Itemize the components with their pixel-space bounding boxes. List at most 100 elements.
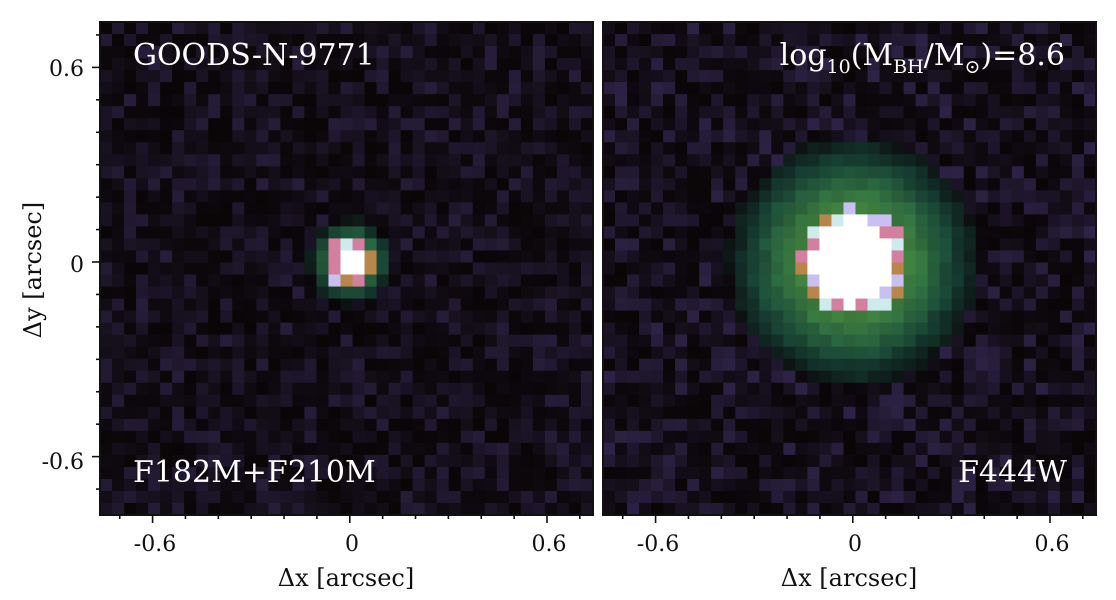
image-pixel xyxy=(280,322,293,336)
image-pixel xyxy=(304,358,317,372)
image-pixel xyxy=(208,502,221,516)
image-pixel xyxy=(472,466,486,480)
image-pixel xyxy=(1047,70,1061,83)
image-pixel xyxy=(723,406,736,420)
image-pixel xyxy=(424,418,438,432)
image-pixel xyxy=(615,322,628,336)
image-pixel xyxy=(556,190,570,203)
image-pixel xyxy=(627,298,640,311)
image-pixel xyxy=(1011,298,1025,311)
image-pixel xyxy=(723,262,736,275)
image-pixel xyxy=(412,346,426,360)
image-pixel xyxy=(496,310,510,324)
image-pixel xyxy=(160,226,173,239)
image-pixel xyxy=(280,334,293,348)
image-pixel xyxy=(304,178,317,191)
image-pixel xyxy=(615,358,628,372)
image-pixel xyxy=(1023,22,1037,35)
image-pixel xyxy=(508,34,522,47)
image-pixel xyxy=(795,58,808,71)
image-pixel xyxy=(867,22,880,35)
image-pixel xyxy=(603,358,616,372)
image-pixel xyxy=(639,238,652,251)
image-pixel xyxy=(1071,154,1085,167)
image-pixel xyxy=(819,226,832,239)
image-pixel xyxy=(927,466,941,480)
image-pixel xyxy=(783,346,796,360)
image-pixel xyxy=(1059,442,1073,456)
image-pixel xyxy=(364,250,377,263)
image-pixel xyxy=(927,370,941,384)
image-pixel xyxy=(208,238,221,251)
image-pixel xyxy=(915,118,929,131)
image-pixel xyxy=(651,466,664,480)
image-pixel xyxy=(843,502,856,516)
image-pixel xyxy=(1035,190,1049,203)
image-pixel xyxy=(448,430,462,444)
image-pixel xyxy=(160,130,173,143)
image-pixel xyxy=(711,106,724,119)
image-pixel xyxy=(795,334,808,348)
image-pixel xyxy=(376,478,389,492)
image-pixel xyxy=(544,382,558,396)
image-pixel xyxy=(328,310,341,324)
image-pixel xyxy=(400,382,414,396)
image-pixel xyxy=(484,106,498,119)
image-pixel xyxy=(184,298,197,311)
image-pixel xyxy=(124,466,137,480)
image-pixel xyxy=(699,358,712,372)
image-pixel xyxy=(220,274,233,287)
image-pixel xyxy=(831,226,844,239)
image-pixel xyxy=(891,490,905,504)
image-pixel xyxy=(232,310,245,324)
image-pixel xyxy=(1047,502,1061,516)
image-pixel xyxy=(987,94,1001,107)
image-pixel xyxy=(280,214,293,227)
image-pixel xyxy=(663,262,676,275)
image-pixel xyxy=(568,58,582,71)
image-pixel xyxy=(627,34,640,47)
image-pixel xyxy=(819,118,832,131)
image-pixel xyxy=(771,322,784,336)
image-pixel xyxy=(340,490,353,504)
image-pixel xyxy=(711,214,724,227)
image-pixel xyxy=(1035,94,1049,107)
image-pixel xyxy=(520,430,534,444)
image-pixel xyxy=(196,226,209,239)
image-pixel xyxy=(508,490,522,504)
image-pixel xyxy=(556,418,570,432)
image-pixel xyxy=(999,70,1013,83)
image-pixel xyxy=(771,346,784,360)
image-pixel xyxy=(100,394,113,408)
image-pixel xyxy=(1047,358,1061,372)
image-pixel xyxy=(855,418,868,432)
image-pixel xyxy=(915,262,929,275)
image-pixel xyxy=(304,394,317,408)
image-pixel xyxy=(412,298,426,311)
image-pixel xyxy=(484,70,498,83)
image-pixel xyxy=(124,118,137,131)
image-pixel xyxy=(819,154,832,167)
image-pixel xyxy=(364,370,377,384)
image-pixel xyxy=(747,286,760,299)
image-pixel xyxy=(1071,190,1085,203)
image-pixel xyxy=(172,166,185,179)
image-pixel xyxy=(388,454,402,468)
image-pixel xyxy=(1035,130,1049,143)
image-pixel xyxy=(532,82,546,95)
image-pixel xyxy=(160,202,173,215)
image-pixel xyxy=(172,454,185,468)
image-pixel xyxy=(1059,286,1073,299)
image-pixel xyxy=(735,430,748,444)
image-pixel xyxy=(615,214,628,227)
image-pixel xyxy=(723,154,736,167)
image-pixel xyxy=(759,394,772,408)
image-pixel xyxy=(100,346,113,360)
image-pixel xyxy=(220,346,233,360)
image-pixel xyxy=(891,46,905,59)
image-pixel xyxy=(304,250,317,263)
image-pixel xyxy=(520,202,534,215)
image-pixel xyxy=(376,58,389,71)
image-pixel xyxy=(675,82,688,95)
image-pixel xyxy=(951,370,965,384)
